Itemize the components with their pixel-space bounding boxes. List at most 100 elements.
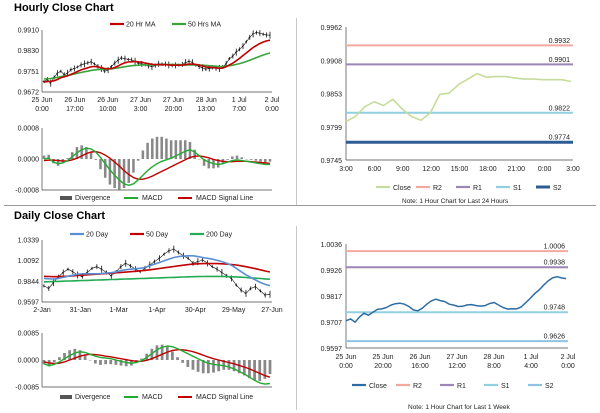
hourly-macd-line: [43, 147, 270, 187]
hourly-price-x-tick-date: 2 Jul: [265, 97, 280, 104]
hourly-level-s2-label: 0.9774: [549, 135, 571, 142]
daily-levels-legend-label: R1: [457, 383, 466, 390]
daily-macd-divergence-bar: [176, 357, 179, 360]
hourly-price-x-tick-time: 10:00: [99, 106, 117, 113]
daily-levels-x-tick-time: 20:00: [374, 363, 392, 370]
hourly-levels-y-tick-label: 0.9799: [321, 125, 343, 132]
hourly-20hr-ma-line: [43, 39, 271, 83]
daily-macd-divergence-bar: [191, 360, 195, 370]
daily-level-r1-label: 0.9938: [544, 260, 566, 267]
hourly-macd-divergence-bar: [174, 140, 178, 159]
daily-macd-divergence-bar: [104, 360, 108, 365]
section-divider: [4, 205, 596, 206]
daily-level-s2-label: 0.9626: [544, 334, 566, 341]
daily-macd-divergence-bar: [73, 348, 77, 360]
hourly-levels-legend-label: Close: [393, 185, 411, 192]
hourly-macd-divergence-bar: [179, 140, 182, 159]
hourly-macd-divergence-bar: [155, 136, 159, 159]
daily-macd-divergence-bar: [140, 358, 143, 360]
hourly-macd-divergence-bar: [188, 141, 192, 159]
hourly-levels-y-tick-label: 0.9853: [321, 92, 343, 99]
daily-price-legend-label: 20 Day: [86, 232, 109, 239]
hourly-price-y-tick-label: 0.9910: [18, 28, 40, 35]
hourly-level-s1-label: 0.9822: [549, 105, 571, 112]
hourly-levels-x-tick-label: 12:00: [422, 166, 440, 173]
hourly-price-x-tick-time: 7:00: [232, 106, 246, 113]
daily-macd-divergence-bar: [196, 360, 200, 372]
daily-price-x-tick-label: 31-Jan: [70, 307, 92, 314]
hourly-macd-divergence-bar: [183, 140, 187, 159]
daily-macd-divergence-bar: [237, 360, 241, 374]
hourly-macd-divergence-bar: [240, 157, 244, 159]
hourly-macd-divergence-bar: [264, 159, 267, 163]
hourly-macd-y-tick-label: 0.0008: [18, 126, 40, 133]
daily-price-x-tick-label: 2-Jan: [33, 307, 51, 314]
daily-macd-divergence-bar: [58, 357, 61, 360]
hourly-price-x-tick-time: 3:00: [134, 106, 148, 113]
hourly-price-legend-label: 20 Hr MA: [126, 22, 156, 29]
daily-macd-y-tick-label: 0.0000: [18, 358, 40, 365]
hourly-macd-divergence-bar: [108, 159, 112, 185]
hourly-levels-x-tick-label: 15:00: [451, 166, 469, 173]
hourly-levels-legend-label: R1: [473, 185, 482, 192]
hourly-macd-divergence-bar: [231, 156, 234, 159]
hourly-level-r2-label: 0.9932: [549, 38, 571, 45]
daily-macd-divergence-bar: [165, 346, 169, 360]
hourly-macd-divergence-bar: [151, 138, 154, 159]
daily-levels-x-tick-date: 27 Jun: [446, 354, 467, 361]
daily-levels-x-tick-date: 28 Jun: [483, 354, 504, 361]
daily-macd-y-tick-label: -0.0085: [15, 385, 39, 392]
daily-price-y-tick-label: 1.0092: [18, 258, 40, 265]
daily-levels-x-tick-date: 1 Jul: [524, 354, 539, 361]
daily-macd-line: [43, 345, 271, 385]
daily-levels-legend-label: S1: [501, 383, 510, 390]
hourly-price-x-tick-date: 1 Jul: [232, 97, 247, 104]
daily-levels-y-tick-label: 1.0036: [321, 242, 343, 249]
hourly-macd-legend-label: MACD Signal Line: [196, 195, 253, 202]
daily-price-x-tick-label: 27-Jun: [261, 307, 283, 314]
hourly-levels-close-line: [345, 72, 572, 123]
hourly-macd-divergence-bar: [141, 150, 145, 159]
daily-macd-divergence-bar: [83, 354, 87, 360]
daily-macd-legend-label: MACD Signal Line: [196, 394, 253, 401]
daily-price-y-tick-label: 0.9597: [18, 300, 40, 307]
hourly-level-r1-label: 0.9901: [549, 57, 571, 64]
daily-level-r2-label: 1.0006: [544, 244, 566, 251]
daily-levels-x-tick-time: 0:00: [339, 363, 353, 370]
hourly-levels-x-tick-label: 18:00: [479, 166, 497, 173]
daily-macd-divergence-bar: [99, 360, 102, 365]
daily-macd-divergence-bar: [227, 360, 231, 370]
hourly-macd-legend-swatch: [60, 196, 72, 200]
daily-levels-close-line: [345, 275, 567, 323]
hourly-macd-divergence-bar: [202, 159, 206, 166]
daily-levels-legend-label: S2: [545, 383, 554, 390]
hourly-macd-legend-label: Divergence: [75, 195, 111, 202]
daily-price-legend-label: 50 Day: [146, 232, 169, 239]
hourly-macd-divergence-bar: [127, 159, 131, 183]
hourly-levels-x-tick-label: 3:00: [339, 166, 353, 173]
daily-levels-y-tick-label: 0.9597: [321, 346, 343, 353]
hourly-macd-divergence-bar: [52, 159, 55, 164]
daily-macd-divergence-bar: [52, 360, 56, 363]
hourly-price-x-tick-time: 0:00: [265, 106, 279, 113]
daily-levels-legend-label: R2: [413, 383, 422, 390]
daily-price-x-tick-label: 30-Apr: [185, 307, 207, 314]
daily-macd-divergence-bar: [201, 360, 205, 374]
hourly-macd-y-tick-label: -0.0008: [15, 188, 39, 195]
daily-macd-divergence-bar: [63, 353, 66, 360]
hourly-macd-divergence-bar: [94, 159, 98, 160]
daily-macd-divergence-bar: [119, 360, 123, 366]
hourly-price-x-tick-time: 17:00: [66, 106, 84, 113]
daily-macd-divergence-bar: [268, 360, 272, 374]
hourly-macd-divergence-bar: [216, 159, 220, 168]
daily-levels-x-tick-time: 4:00: [524, 363, 538, 370]
hourly-macd-divergence-bar: [268, 159, 272, 162]
daily-macd-divergence-bar: [253, 360, 256, 381]
daily-levels-legend-label: Close: [369, 383, 387, 390]
hourly-macd-divergence-bar: [118, 159, 121, 190]
hourly-levels-y-tick-label: 0.9908: [321, 58, 343, 65]
hourly-macd-divergence-bar: [259, 159, 262, 162]
daily-macd-divergence-bar: [155, 345, 159, 360]
daily-levels-x-tick-date: 26 Jun: [409, 354, 430, 361]
daily-levels-y-tick-label: 0.9817: [321, 294, 343, 301]
